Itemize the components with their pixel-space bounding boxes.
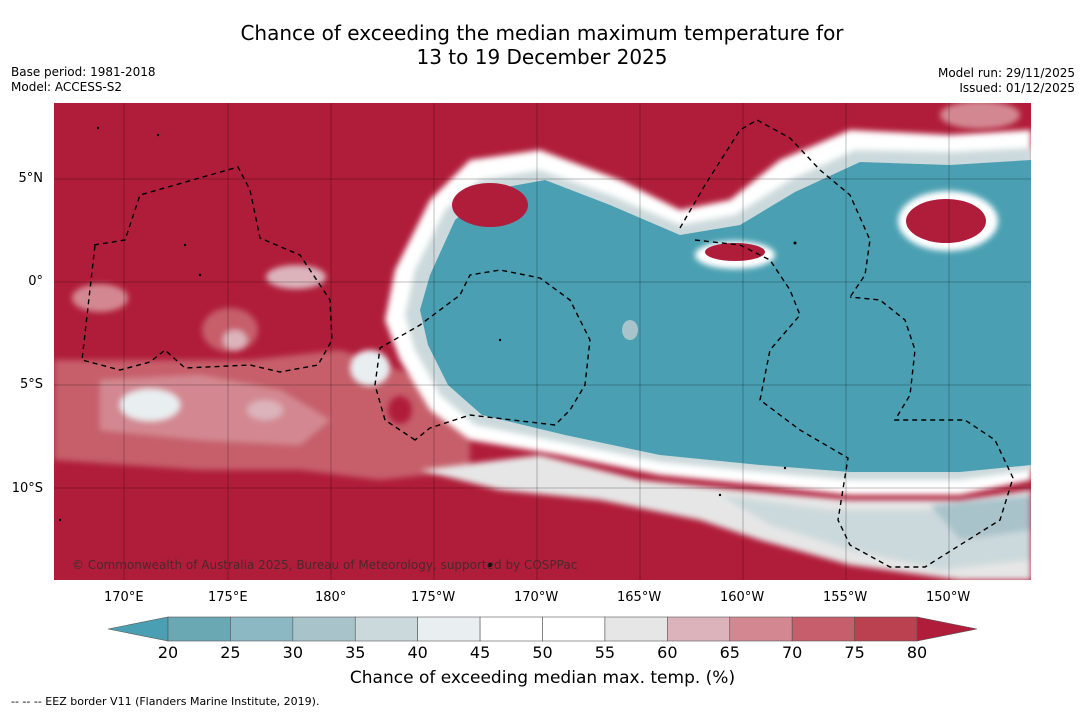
islands — [58, 126, 797, 567]
map-area — [54, 103, 1031, 580]
lon-label: 170°E — [104, 590, 144, 605]
colorbar-segment — [854, 616, 918, 642]
eez-border-east — [694, 239, 1014, 568]
lat-label: 0° — [28, 274, 43, 289]
colorbar-tick-label: 20 — [157, 643, 179, 662]
meta-right: Model run: 29/11/2025 Issued: 01/12/2025 — [938, 66, 1075, 96]
colorbar-tick-label: 70 — [781, 643, 803, 662]
colorbar-segment — [604, 616, 668, 642]
colorbar-segment — [167, 616, 231, 642]
colorbar-tick-label: 55 — [594, 643, 616, 662]
lon-label: 170°W — [514, 590, 559, 605]
lon-label: 180° — [315, 590, 347, 605]
eez-border-central — [374, 269, 591, 441]
model-run: Model run: 29/11/2025 — [937, 66, 1075, 80]
lon-label: 160°W — [720, 590, 765, 605]
colorbar-segment — [417, 616, 481, 642]
lon-label: 155°W — [823, 590, 868, 605]
colorbar — [107, 616, 978, 642]
meta-left: Base period: 1981-2018 Model: ACCESS-S2 — [11, 65, 156, 95]
colorbar-tick-label: 35 — [345, 643, 366, 662]
colorbar-tick-label: 65 — [719, 643, 740, 662]
lon-label: 165°W — [617, 590, 662, 605]
colorbar-tick-label: 80 — [906, 643, 928, 662]
eez-borders — [81, 119, 1014, 568]
lat-label: 5°S — [19, 377, 43, 392]
colorbar-title: Chance of exceeding median max. temp. (%… — [349, 668, 736, 688]
colorbar-tick-label: 45 — [469, 643, 491, 662]
colorbar-tick-label: 75 — [844, 643, 865, 662]
west-patches — [72, 103, 1020, 424]
lon-label: 175°W — [411, 590, 456, 605]
eez-border-west — [81, 166, 333, 373]
eez-border-north — [679, 119, 871, 298]
chart-title: Chance of exceeding the median maximum t… — [0, 21, 1085, 69]
cool-region — [385, 130, 1031, 495]
colorbar-segment — [667, 616, 731, 642]
colorbar-segment — [230, 616, 294, 642]
cool-core — [420, 160, 1031, 472]
colorbar-segment — [791, 616, 855, 642]
colorbar-segment — [479, 616, 543, 642]
colorbar-over-arrow — [916, 616, 978, 642]
colorbar-tick-label: 50 — [532, 643, 553, 662]
lat-label: 5°N — [18, 171, 44, 186]
colorbar-tick-label: 60 — [657, 643, 678, 662]
model-name: Model: ACCESS-S2 — [11, 80, 123, 94]
title-line-2: 13 to 19 December 2025 — [416, 45, 668, 69]
issued-date: Issued: 01/12/2025 — [959, 81, 1075, 95]
warm-spot-north-center — [452, 183, 528, 227]
lon-label: 175°E — [208, 590, 248, 605]
colorbar-segment — [292, 616, 356, 642]
lon-label: 150°W — [926, 590, 971, 605]
colorbar-segment — [542, 616, 606, 642]
colorbar-tick-label: 40 — [407, 643, 428, 662]
colorbar-tick-label: 30 — [282, 643, 303, 662]
eez-legend-note: -- -- -- EEZ border V11 (Flanders Marine… — [11, 695, 320, 708]
copyright-notice: © Commonwealth of Australia 2025, Bureau… — [72, 558, 578, 572]
title-line-1: Chance of exceeding the median maximum t… — [240, 21, 844, 45]
colorbar-segment — [354, 616, 418, 642]
warm-spot-northeast — [906, 199, 986, 243]
south-band — [420, 455, 1031, 580]
graticule — [54, 103, 1031, 580]
base-period: Base period: 1981-2018 — [11, 65, 156, 79]
colorbar-segment — [729, 616, 793, 642]
colorbar-tick-label: 25 — [220, 643, 241, 662]
lat-label: 10°S — [11, 481, 43, 496]
colorbar-under-arrow — [107, 616, 169, 642]
